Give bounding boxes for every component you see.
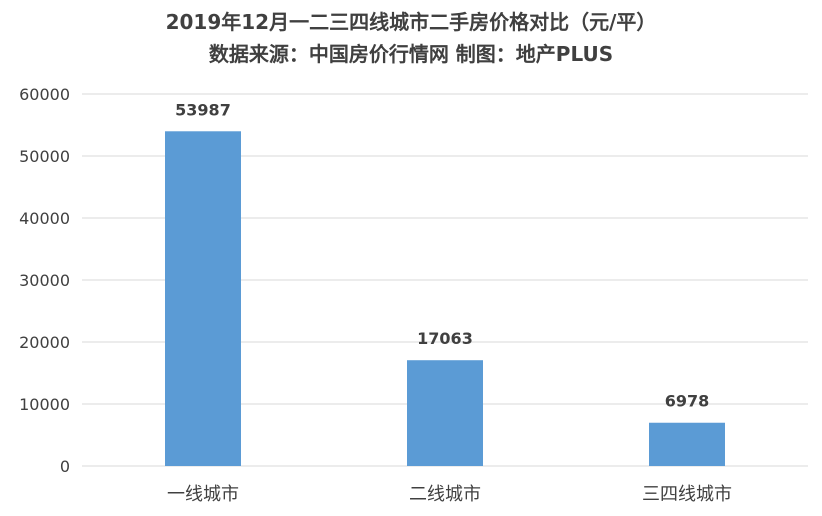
data-label: 6978: [665, 392, 710, 411]
y-tick-label: 0: [60, 457, 70, 476]
bars: [165, 131, 725, 467]
category-label: 三四线城市: [642, 484, 732, 505]
bar: [165, 131, 241, 467]
x-axis-categories: 一线城市 二线城市 三四线城市: [167, 484, 732, 505]
data-labels: 53987 17063 6978: [175, 100, 709, 410]
y-tick-label: 20000: [19, 333, 70, 352]
bar: [649, 422, 725, 466]
y-tick-label: 60000: [19, 85, 70, 104]
y-axis-ticks: 0 10000 20000 30000 40000 50000 60000: [19, 85, 70, 476]
y-tick-label: 30000: [19, 271, 70, 290]
data-label: 17063: [417, 329, 473, 348]
chart-title: 2019年12月一二三四线城市二手房价格对比（元/平）: [165, 10, 657, 34]
category-label: 二线城市: [409, 484, 481, 505]
chart-subtitle: 数据来源：中国房价行情网 制图：地产PLUS: [208, 42, 614, 66]
data-label: 53987: [175, 100, 231, 119]
y-tick-label: 40000: [19, 209, 70, 228]
bar: [407, 360, 483, 466]
category-label: 一线城市: [167, 484, 239, 505]
y-tick-label: 10000: [19, 395, 70, 414]
y-tick-label: 50000: [19, 147, 70, 166]
